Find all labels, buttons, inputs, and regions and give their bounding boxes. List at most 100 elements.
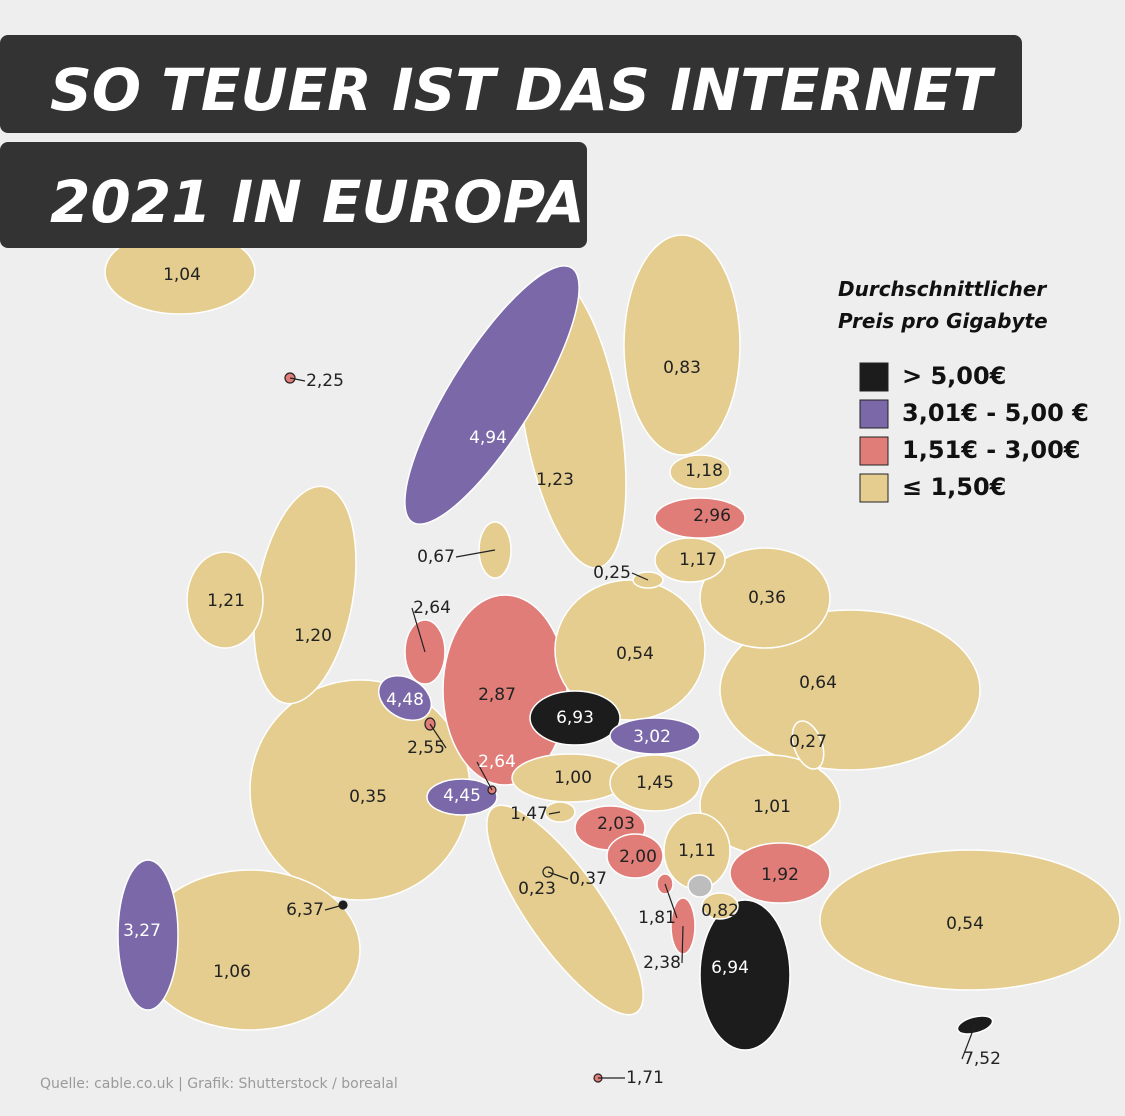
country-label: 2,55 [407,738,445,758]
legend-swatch [859,436,889,466]
country-shape [699,547,831,649]
country-shape [623,234,741,456]
country-label: 0,27 [789,732,827,752]
country-label: 0,35 [349,787,387,807]
country-label: 1,71 [626,1068,664,1088]
country-label: 2,03 [597,814,635,834]
country-shape [117,859,179,1011]
country-label: 7,52 [963,1049,1001,1069]
country-label: 0,83 [663,358,701,378]
country-label: 1,23 [536,470,574,490]
source: Quelle: cable.co.uk | Grafik: Shuttersto… [40,1076,398,1092]
country-label: 1,20 [294,626,332,646]
title-line: SO TEUER IST DAS INTERNET [50,56,996,124]
country-label: 1,04 [163,265,201,285]
country-label: 1,81 [638,908,676,928]
leader-line [961,1024,976,1060]
country-label: 0,25 [593,563,631,583]
leader-line [548,811,561,815]
country-label: 4,94 [469,428,507,448]
leader-line [547,871,569,880]
country-shape [719,609,981,771]
country-shape [426,778,498,816]
country-label: 1,21 [207,591,245,611]
leader-line [476,761,493,791]
kosovo-shape [687,874,713,898]
country-shape [699,899,791,1051]
country-label: 1,11 [678,841,716,861]
country-label: 4,48 [386,690,424,710]
country-label: 1,17 [679,550,717,570]
title-line: 2021 IN EUROPA [50,168,585,236]
leader-line [324,904,344,911]
legend-title: Durchschnittlicher [838,277,1047,301]
country-label: 1,00 [554,768,592,788]
country-label: 6,93 [556,708,594,728]
country-label: 2,38 [643,953,681,973]
country-shape [404,265,580,525]
country-shape [378,674,432,722]
legend-label: 3,01€ - 5,00 € [902,399,1089,427]
country-label: 0,37 [569,869,607,889]
country-shape [654,497,746,539]
country-shape [669,454,731,490]
country-label: 1,18 [685,461,723,481]
legend-swatch [859,399,889,429]
country-shape [701,892,739,920]
country-shape [609,754,701,812]
country-shapes [104,229,1121,1083]
country-shape [442,594,568,786]
country-shape [186,551,264,649]
legend-label: 1,51€ - 3,00€ [902,436,1081,464]
leader-line [289,377,306,382]
country-shape [791,720,825,770]
legend-title: Preis pro Gigabyte [838,309,1048,333]
country-shape [554,579,706,721]
country-label: 0,54 [946,914,984,934]
legend-label: ≤ 1,50€ [902,473,1006,501]
country-label: 6,37 [286,900,324,920]
title-box [0,142,587,248]
legend-swatch [859,362,889,392]
legend-swatch [859,473,889,503]
title-box [0,35,1022,133]
legend: > 5,00€ 3,01€ - 5,00 € 1,51€ - 3,00€ ≤ 1,50… [859,362,1089,503]
country-shape [819,849,1121,991]
country-label: 1,47 [510,804,548,824]
leader-line [664,883,678,919]
country-label: 2,25 [306,371,344,391]
leader-line [455,549,496,558]
country-labels: 1,04 2,25 4,94 1,23 0,83 1,18 2,96 1,17 0,36 0,67… [123,265,1001,1088]
country-label: 2,96 [693,506,731,526]
country-label: 0,82 [701,901,739,921]
legend-label: > 5,00€ [902,362,1006,390]
country-label: 1,01 [753,797,791,817]
country-shape [529,690,621,746]
leader-line [681,925,684,964]
country-shape [606,833,664,879]
country-label: 0,36 [748,588,786,608]
country-label: 3,02 [633,727,671,747]
country-label: 1,92 [761,865,799,885]
country-label: 2,64 [413,598,451,618]
leader-line [411,607,426,653]
country-shape [729,842,831,904]
country-label: 1,45 [636,773,674,793]
country-shape [654,537,726,583]
country-label: 0,67 [417,547,455,567]
leader-line [631,572,649,581]
country-label: 2,64 [478,752,516,772]
country-shape [609,717,701,755]
country-label: 4,45 [443,786,481,806]
country-label: 0,54 [616,644,654,664]
country-label: 1,06 [213,962,251,982]
country-label: 2,00 [619,847,657,867]
country-label: 3,27 [123,921,161,941]
country-label: 2,87 [478,685,516,705]
country-label: 0,64 [799,673,837,693]
country-label: 0,23 [518,879,556,899]
country-label: 6,94 [711,958,749,978]
country-shape [486,804,644,1016]
leader-line [429,723,447,749]
